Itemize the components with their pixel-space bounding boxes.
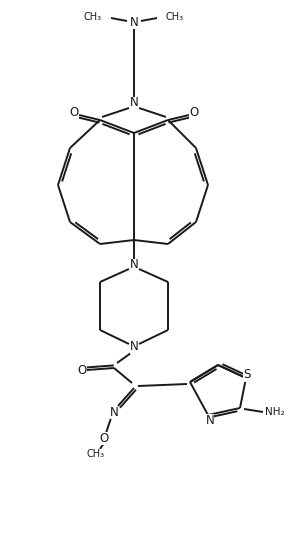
Text: N: N [206,414,214,426]
Text: O: O [69,106,79,118]
Text: N: N [130,340,138,353]
Text: N: N [110,406,118,419]
Text: CH₃: CH₃ [87,449,105,459]
Text: O: O [77,363,87,376]
Text: N: N [130,15,138,28]
Text: S: S [243,368,251,381]
Text: N: N [130,259,138,271]
Text: NH₂: NH₂ [265,407,285,417]
Text: O: O [189,106,199,118]
Text: O: O [99,431,109,444]
Text: N: N [130,96,138,110]
Text: CH₃: CH₃ [84,12,102,22]
Text: CH₃: CH₃ [166,12,184,22]
